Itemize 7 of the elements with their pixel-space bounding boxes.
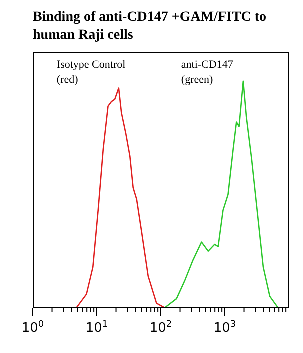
x-tick-label: 10$^{2}$ [150, 320, 172, 336]
x-tick-label: 10$^{0}$ [22, 320, 44, 336]
chart-title: Binding of anti-CD147 +GAM/FITC to human Raji cells [33, 9, 268, 45]
x-tick-label: 10$^{3}$ [214, 320, 236, 336]
series-label: anti-CD147 (green) [181, 58, 234, 88]
x-tick-label: 10$^{1}$ [86, 320, 108, 336]
series-label: Isotype Control (red) [56, 58, 126, 88]
